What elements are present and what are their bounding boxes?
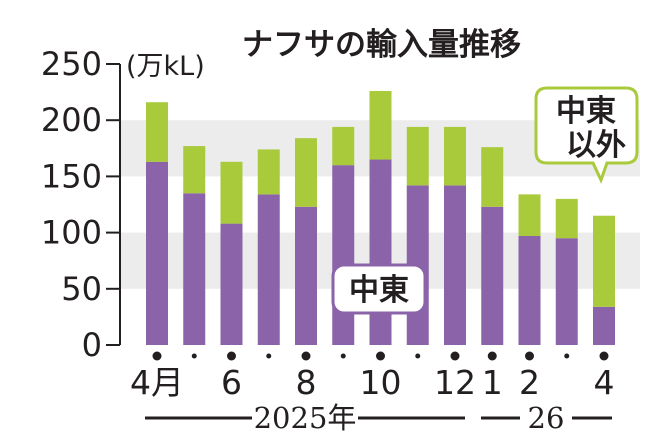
- callout-non-middle-east-line2: 以外: [566, 128, 626, 163]
- y-axis: 0 50 100 150 200 250: [41, 45, 121, 364]
- x-tick-dot: [266, 353, 272, 359]
- bar-middle-east: [444, 185, 466, 345]
- bar-non-middle-east: [332, 126, 355, 166]
- bar-non-middle-east: [369, 90, 392, 160]
- bar-middle-east: [183, 193, 206, 345]
- x-tick-label: 6: [221, 363, 242, 402]
- x-tick-dot: [487, 351, 497, 361]
- bar-middle-east: [593, 306, 615, 345]
- y-tick-label: 0: [82, 326, 102, 364]
- bar-non-middle-east: [555, 198, 578, 239]
- y-tick-label: 100: [41, 214, 102, 252]
- bar-non-middle-east: [146, 102, 168, 162]
- chart-title: ナフサの輸入量推移: [242, 27, 521, 63]
- x-tick-dot: [376, 351, 385, 361]
- x-tick-dot: [191, 353, 197, 359]
- bar-non-middle-east: [593, 215, 615, 307]
- x-tick-dot: [599, 351, 609, 361]
- year-label: 26: [528, 401, 565, 435]
- x-tick-label: 8: [296, 363, 317, 402]
- x-tick-dot: [152, 351, 162, 361]
- bar-middle-east: [257, 194, 280, 345]
- callout-non-middle-east: 中東 以外: [534, 86, 639, 184]
- x-tick-dot: [227, 351, 236, 361]
- bar-non-middle-east: [257, 149, 280, 195]
- callout-middle-east: 中東: [331, 263, 427, 315]
- bar-middle-east: [369, 159, 392, 345]
- bar-non-middle-east: [406, 126, 429, 186]
- x-tick-label: 4月: [130, 363, 184, 402]
- bar-middle-east: [220, 223, 243, 345]
- x-tick-label: 10: [360, 363, 402, 402]
- year-label: 2025年: [254, 401, 357, 435]
- bar-middle-east: [295, 206, 317, 345]
- x-tick-dot: [415, 353, 421, 359]
- y-tick-label: 50: [61, 270, 102, 308]
- bar-non-middle-east: [444, 126, 466, 186]
- x-tick-dot: [525, 351, 534, 361]
- y-tick-label: 200: [41, 101, 102, 139]
- x-tick-label: 4: [594, 363, 615, 402]
- bar-middle-east: [555, 238, 578, 345]
- bar-non-middle-east: [295, 138, 317, 207]
- bar-middle-east: [146, 161, 168, 345]
- callout-middle-east-label: 中東: [349, 273, 409, 308]
- callout-non-middle-east-box: [534, 86, 639, 184]
- x-tick-label: 1: [482, 363, 503, 402]
- x-tick-label: 2: [519, 363, 540, 402]
- callout-non-middle-east-line1: 中東: [556, 94, 616, 129]
- x-tick-label: 12: [434, 363, 476, 402]
- y-tick-label: 150: [41, 157, 102, 195]
- bar-non-middle-east: [183, 146, 206, 194]
- unit-label: (万kL): [126, 51, 205, 82]
- x-tick-dot: [301, 351, 311, 361]
- bar-non-middle-east: [518, 194, 541, 236]
- bar-non-middle-east: [220, 161, 243, 224]
- bar-non-middle-east: [481, 147, 504, 207]
- y-tick-label: 250: [41, 45, 102, 83]
- bar-middle-east: [481, 206, 504, 345]
- x-tick-dot: [450, 351, 460, 361]
- x-tick-dot: [564, 353, 570, 359]
- x-tick-dot: [340, 353, 346, 359]
- callout-middle-east-box: [331, 263, 427, 315]
- bar-middle-east: [518, 235, 541, 345]
- bar-middle-east: [332, 165, 355, 345]
